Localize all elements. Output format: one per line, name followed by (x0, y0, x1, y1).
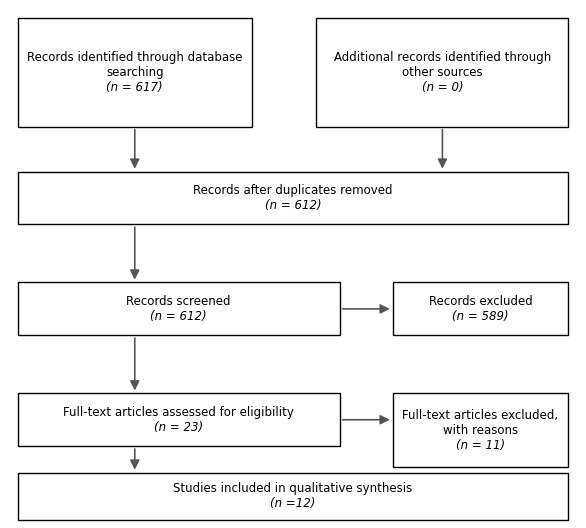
FancyBboxPatch shape (18, 282, 340, 335)
Text: Full-text articles excluded,: Full-text articles excluded, (403, 409, 558, 422)
Text: (n = 589): (n = 589) (452, 310, 509, 323)
Text: searching: searching (106, 66, 163, 79)
FancyBboxPatch shape (18, 172, 568, 224)
Text: (n = 11): (n = 11) (456, 439, 505, 451)
Text: Records excluded: Records excluded (428, 295, 533, 308)
Text: Records screened: Records screened (127, 295, 231, 308)
FancyBboxPatch shape (393, 282, 568, 335)
Text: (n =12): (n =12) (270, 497, 316, 510)
Text: Additional records identified through: Additional records identified through (334, 51, 551, 64)
Text: (n = 612): (n = 612) (151, 310, 207, 323)
FancyBboxPatch shape (316, 18, 568, 127)
Text: (n = 612): (n = 612) (265, 199, 321, 212)
FancyBboxPatch shape (18, 393, 340, 446)
Text: Studies included in qualitative synthesis: Studies included in qualitative synthesi… (173, 483, 413, 495)
Text: Full-text articles assessed for eligibility: Full-text articles assessed for eligibil… (63, 406, 294, 419)
Text: with reasons: with reasons (443, 424, 518, 437)
FancyBboxPatch shape (18, 473, 568, 520)
Text: (n = 23): (n = 23) (154, 421, 203, 433)
Text: (n = 0): (n = 0) (421, 81, 464, 94)
Text: Records after duplicates removed: Records after duplicates removed (193, 184, 393, 197)
FancyBboxPatch shape (393, 393, 568, 467)
FancyBboxPatch shape (18, 18, 252, 127)
Text: other sources: other sources (402, 66, 483, 79)
Text: Records identified through database: Records identified through database (27, 51, 243, 64)
Text: (n = 617): (n = 617) (107, 81, 163, 94)
